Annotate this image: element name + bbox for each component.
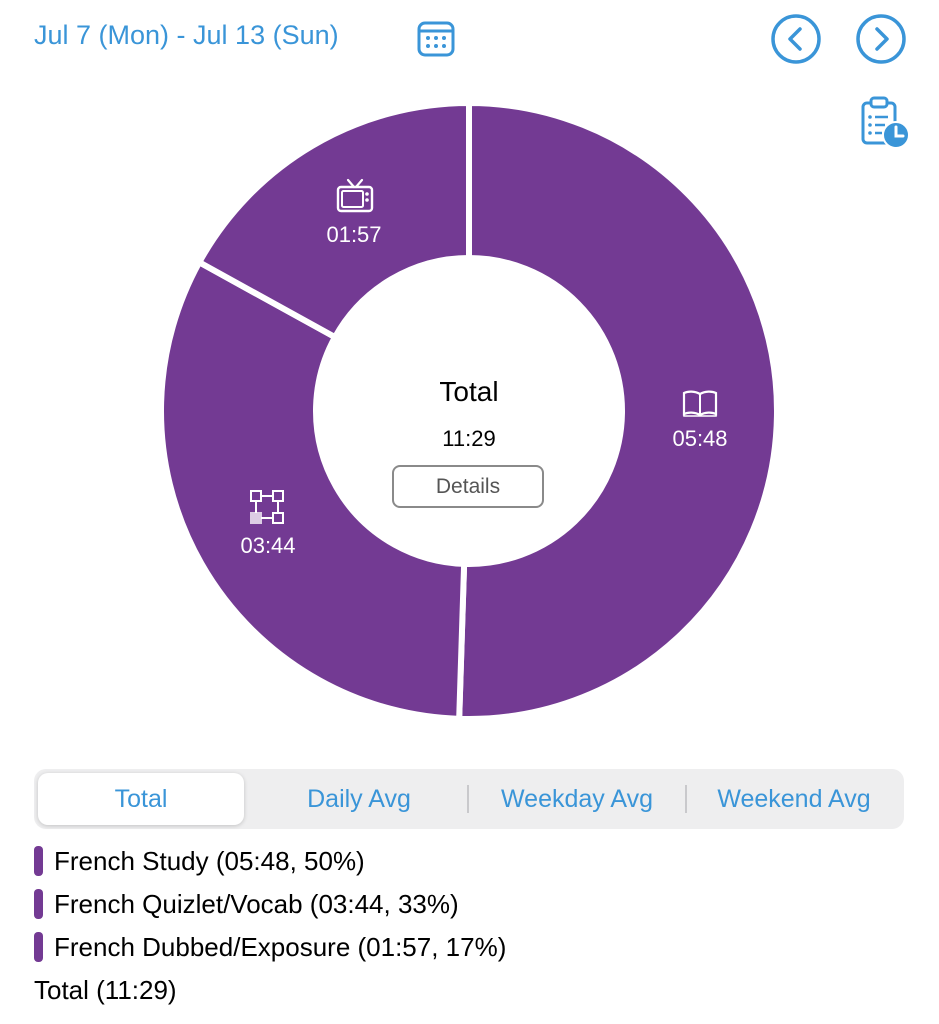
legend-color-swatch (34, 846, 43, 877)
details-button[interactable]: Details (392, 465, 544, 508)
segment-value-french-dubbed: 01:57 (326, 222, 382, 247)
chevron-right-icon[interactable] (855, 13, 907, 65)
donut-center-value: 11:29 (442, 426, 496, 451)
clipboard-clock-icon[interactable] (858, 95, 912, 151)
legend-color-swatch (34, 932, 43, 963)
open-book-icon (681, 388, 719, 423)
legend-label: French Dubbed/Exposure (01:57, 17%) (54, 932, 507, 962)
donut-slice-french-dubbed[interactable] (196, 100, 472, 341)
flowchart-icon (248, 488, 286, 531)
donut-slice-french-study[interactable] (456, 100, 780, 722)
legend-item: French Study (05:48, 50%) (34, 846, 365, 878)
tab-divider (685, 785, 687, 813)
segment-value-french-study: 05:48 (672, 426, 728, 451)
date-range-title[interactable]: Jul 7 (Mon) - Jul 13 (Sun) (34, 20, 339, 50)
legend-label: French Quizlet/Vocab (03:44, 33%) (54, 889, 459, 919)
tab-total[interactable]: Total (38, 773, 244, 825)
tab-divider (467, 785, 469, 813)
tab-weekday-avg[interactable]: Weekday Avg (501, 785, 653, 813)
donut-center-title: Total (439, 376, 499, 407)
legend-item: French Quizlet/Vocab (03:44, 33%) (34, 889, 459, 921)
legend-total: Total (11:29) (34, 975, 177, 1005)
donut-slice-french-vocab[interactable] (158, 259, 468, 722)
legend-color-swatch (34, 889, 43, 920)
donut-chart[interactable] (0, 0, 939, 760)
tab-weekend-avg[interactable]: Weekend Avg (717, 785, 871, 813)
legend-label: French Study (05:48, 50%) (54, 846, 365, 876)
stat-mode-segmented-control: Total Daily Avg Weekday Avg Weekend Avg (34, 769, 904, 829)
legend-item: French Dubbed/Exposure (01:57, 17%) (34, 932, 506, 964)
tab-daily-avg[interactable]: Daily Avg (307, 785, 411, 813)
chevron-left-icon[interactable] (770, 13, 822, 65)
segment-value-french-vocab: 03:44 (240, 533, 296, 558)
tv-icon (335, 177, 375, 220)
calendar-icon[interactable] (416, 18, 456, 58)
